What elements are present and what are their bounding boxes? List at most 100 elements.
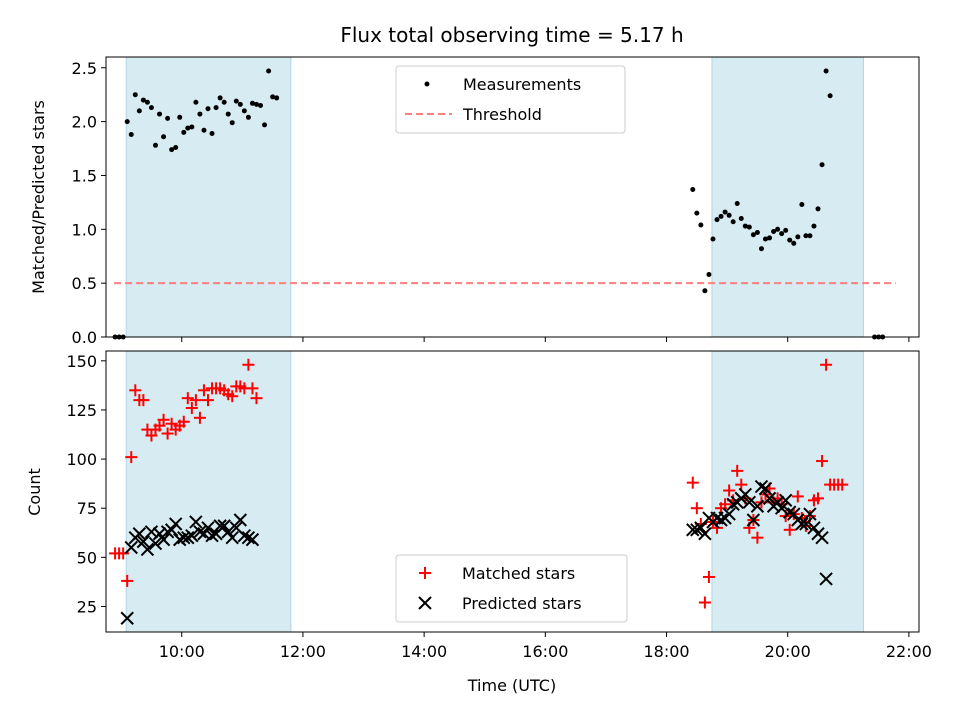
measurement-point <box>758 246 764 252</box>
predicted-star-point <box>148 536 163 551</box>
predicted-star-point <box>803 507 817 521</box>
predicted-star-point <box>799 517 813 531</box>
measurement-point <box>799 202 805 208</box>
predicted-star-point <box>136 534 151 549</box>
x-tick-label: 18:00 <box>643 642 689 661</box>
bottom-legend-box <box>395 554 628 623</box>
y-tick-label: 2.5 <box>72 59 97 78</box>
measurement-point <box>783 227 789 233</box>
predicted-star-point <box>778 493 793 508</box>
predicted-star-point <box>698 527 712 541</box>
measurement-point <box>262 122 268 128</box>
matched-star-point <box>121 574 134 587</box>
measurement-point <box>823 68 829 74</box>
predicted-star-point <box>144 525 159 539</box>
predicted-star-point <box>770 495 785 510</box>
measurement-point <box>237 101 243 107</box>
y-tick-label: 125 <box>66 401 97 420</box>
measurement-point <box>819 162 825 168</box>
predicted-star-point <box>754 479 769 494</box>
observing-window-shade <box>125 350 292 633</box>
predicted-star-point <box>132 527 147 541</box>
measurement-point <box>734 200 740 206</box>
measurement-point <box>152 142 158 148</box>
x-tick-label: 16:00 <box>522 642 568 661</box>
measurement-point <box>274 95 280 101</box>
measurement-point <box>767 235 773 241</box>
y-tick-label: 1.5 <box>72 166 97 185</box>
measurement-point <box>266 68 272 74</box>
measurement-point <box>779 231 785 237</box>
measurement-point <box>165 115 171 121</box>
predicted-star-point <box>762 491 777 506</box>
bottom-panel: 25 50 75 100 125 150 10:00 12:00 14:00 16:00 18:0… <box>25 350 932 695</box>
matched-star-point <box>702 570 715 583</box>
matched-star-point <box>189 394 202 407</box>
y-tick-label: 0.5 <box>72 274 97 293</box>
measurement-point <box>803 233 809 239</box>
measurement-point <box>690 186 696 192</box>
predicted-star-point <box>815 530 829 545</box>
predicted-star-point <box>221 525 235 539</box>
measurement-point <box>742 223 748 229</box>
measurement-point <box>710 236 716 242</box>
predicted-star-point <box>189 515 203 529</box>
top-panel: 0.0 0.5 1.0 1.5 2.0 2.5 Flux total observing … <box>29 23 920 347</box>
predicted-star-point <box>197 527 211 541</box>
predicted-star-point <box>237 529 252 543</box>
measurement-point <box>754 230 760 236</box>
x-tick-label: 14:00 <box>401 642 447 661</box>
matched-star-point <box>137 394 150 407</box>
measurement-point <box>258 102 264 108</box>
predicted-star-point <box>722 507 736 521</box>
measurement-point <box>161 134 167 140</box>
measurement-point <box>771 228 777 234</box>
predicted-star-point <box>152 527 167 541</box>
predicted-star-point <box>795 517 809 531</box>
observing-window-shade <box>125 56 292 338</box>
measurement-point <box>722 209 728 215</box>
measurement-point <box>197 111 203 117</box>
measurement-point <box>193 99 199 105</box>
matched-star-point <box>816 455 829 468</box>
measurement-point <box>714 217 720 223</box>
matched-star-point <box>177 415 190 428</box>
predicted-star-point <box>168 517 183 531</box>
matched-star-point <box>783 523 796 536</box>
measurement-point <box>795 234 801 240</box>
matched-star-point <box>129 384 142 397</box>
measurement-point <box>177 114 183 120</box>
matched-star-point <box>820 358 833 371</box>
predicted-star-point <box>124 540 138 555</box>
top-plot-frame <box>105 56 920 338</box>
matched-star-point <box>731 464 744 477</box>
measurement-point <box>807 233 813 239</box>
y-tick-label: 0.0 <box>72 328 97 347</box>
measurement-point <box>791 240 797 246</box>
measurement-point <box>132 92 138 98</box>
matched-star-point <box>185 401 198 414</box>
measurement-point <box>157 111 163 117</box>
predicted-star-point <box>140 542 155 557</box>
matched-star-point <box>799 519 812 532</box>
predicted-star-point <box>185 529 199 543</box>
predicted-star-point <box>742 495 757 510</box>
predicted-star-point <box>233 513 248 527</box>
measurement-point <box>148 105 154 111</box>
matched-star-point <box>812 492 825 505</box>
predicted-star-point <box>787 507 801 521</box>
threshold-legend-label: Threshold <box>462 105 542 124</box>
measurement-point <box>730 219 736 225</box>
predicted-star-point <box>750 499 765 513</box>
matched-star-point <box>157 413 170 426</box>
measurement-point <box>136 108 142 114</box>
predicted-star-point <box>156 532 171 547</box>
predicted-star-point <box>819 572 833 586</box>
matched-star-point <box>246 382 259 395</box>
bottom-plot-frame <box>105 350 920 633</box>
predicted-star-point <box>213 519 227 533</box>
x-axis-label: Time (UTC) <box>467 676 556 695</box>
predicted-star-point <box>205 529 219 543</box>
measurement-point <box>245 114 251 120</box>
